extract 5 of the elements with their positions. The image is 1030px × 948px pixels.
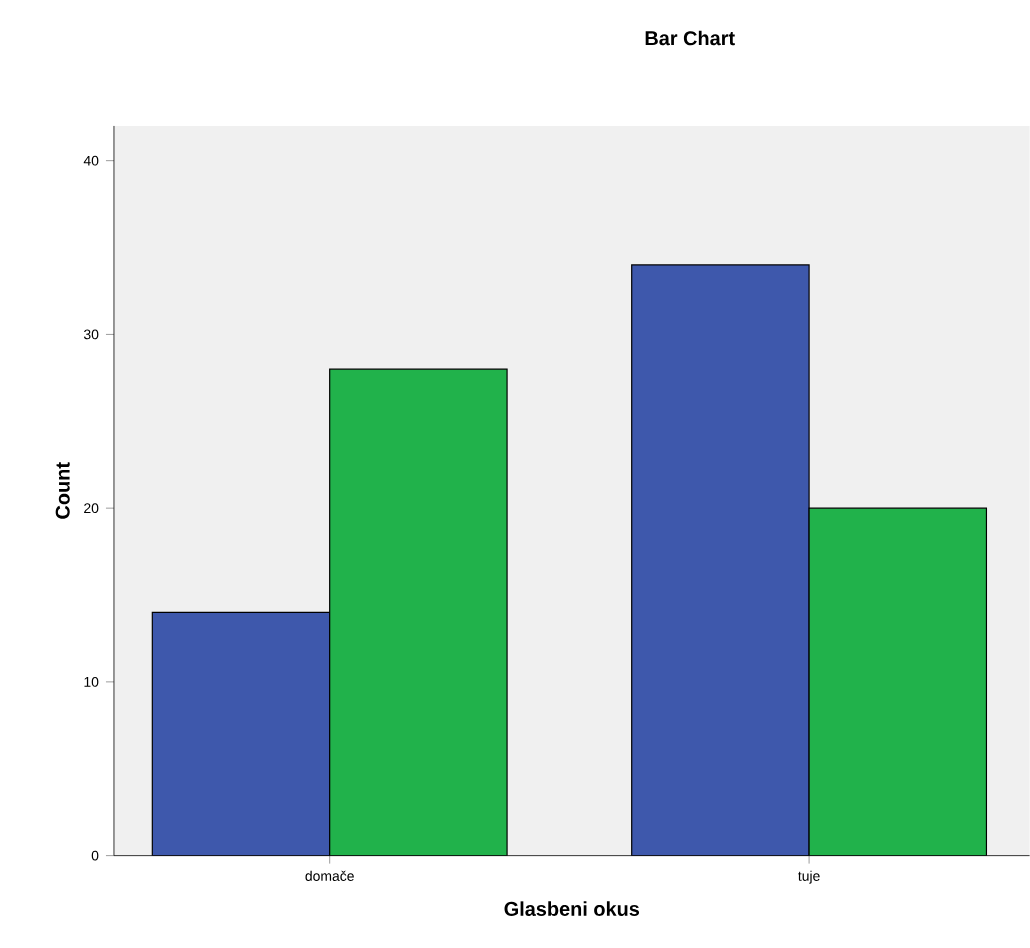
chart-title: Bar Chart — [645, 30, 735, 46]
x-axis-title: Glasbeni okus — [504, 901, 640, 917]
bar — [152, 612, 330, 856]
bar — [631, 264, 810, 856]
y-axis-title: Count — [55, 462, 70, 519]
